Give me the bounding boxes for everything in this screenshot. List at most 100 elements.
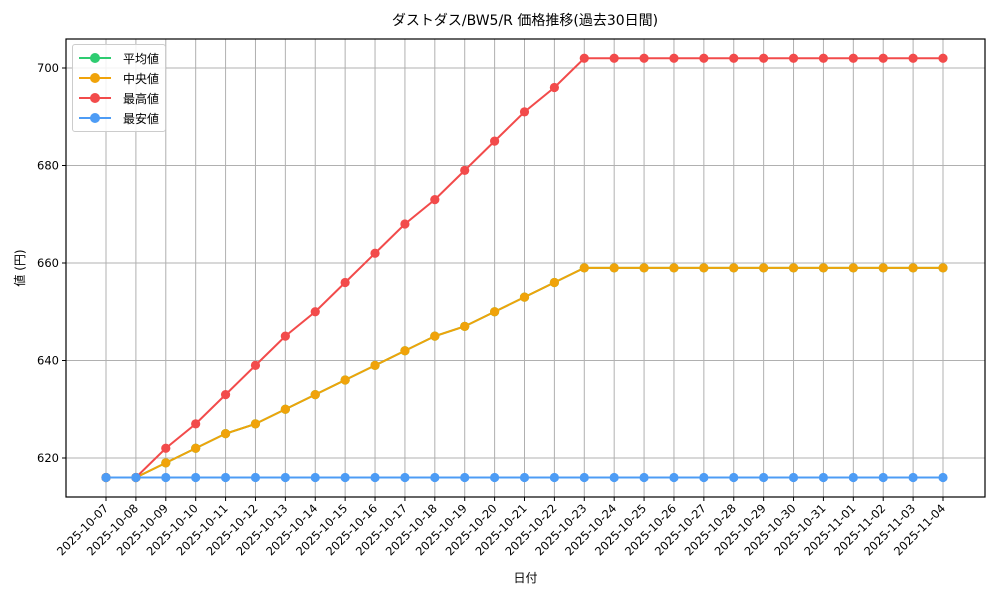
- y-tick-label: 640: [37, 354, 59, 368]
- data-point: [460, 472, 470, 483]
- data-point: [699, 263, 709, 273]
- data-point: [519, 472, 530, 483]
- data-point: [878, 53, 888, 63]
- data-point: [161, 443, 171, 453]
- data-point: [490, 136, 500, 146]
- data-point: [370, 248, 380, 258]
- y-tick-label: 660: [37, 256, 59, 270]
- legend-marker-icon: [79, 113, 111, 123]
- data-point: [460, 165, 470, 175]
- data-point: [191, 472, 201, 483]
- data-point: [639, 263, 649, 273]
- series-line: [101, 472, 948, 483]
- plot-frame: [65, 38, 986, 498]
- data-point: [908, 263, 918, 273]
- data-point: [400, 346, 410, 356]
- data-point: [759, 263, 769, 273]
- data-point: [729, 472, 739, 483]
- data-point: [848, 472, 858, 483]
- data-point: [519, 292, 530, 302]
- data-point: [549, 472, 559, 483]
- data-point: [818, 263, 829, 273]
- data-point: [250, 360, 261, 370]
- data-point: [340, 375, 350, 385]
- series-line: [101, 263, 948, 483]
- data-point: [161, 458, 171, 468]
- legend-item: 平均値: [79, 48, 159, 68]
- data-point: [639, 472, 649, 483]
- data-point: [220, 472, 231, 483]
- data-point: [729, 53, 739, 63]
- y-tick-label: 700: [37, 61, 59, 75]
- data-point: [908, 53, 918, 63]
- data-point: [430, 472, 440, 483]
- data-point: [938, 263, 948, 273]
- data-point: [878, 263, 888, 273]
- data-point: [430, 331, 440, 341]
- data-point: [669, 263, 679, 273]
- data-point: [938, 53, 948, 63]
- data-point: [220, 390, 231, 400]
- legend-label: 平均値: [123, 51, 160, 66]
- data-point: [370, 472, 380, 483]
- y-tick-label: 620: [37, 451, 59, 465]
- data-point: [490, 472, 500, 483]
- data-point: [191, 443, 201, 453]
- legend-label: 中央値: [123, 71, 160, 86]
- data-point: [848, 53, 858, 63]
- data-point: [340, 472, 350, 483]
- legend-marker-icon: [79, 93, 111, 103]
- legend-label: 最安値: [123, 111, 160, 126]
- data-point: [609, 472, 619, 483]
- data-point: [310, 390, 320, 400]
- legend-item: 中央値: [79, 68, 159, 88]
- data-point: [549, 277, 559, 288]
- legend-marker-icon: [79, 53, 111, 63]
- legend-label: 最高値: [123, 91, 160, 106]
- data-point: [280, 472, 290, 483]
- chart-title: ダストダス/BW5/R 価格推移(過去30日間): [391, 13, 659, 29]
- data-point: [788, 53, 799, 63]
- data-point: [788, 472, 799, 483]
- data-point: [400, 219, 410, 229]
- data-point: [579, 472, 589, 483]
- data-point: [310, 307, 320, 317]
- data-point: [908, 472, 918, 483]
- data-point: [938, 472, 948, 483]
- data-point: [609, 263, 619, 273]
- data-point: [759, 53, 769, 63]
- data-point: [669, 472, 679, 483]
- data-point: [519, 107, 530, 117]
- x-axis-label: 日付: [513, 571, 537, 585]
- data-point: [729, 263, 739, 273]
- data-point: [310, 472, 320, 483]
- legend: 平均値中央値最高値最安値: [72, 44, 167, 132]
- data-point: [818, 472, 829, 483]
- y-axis-label: 値 (円): [12, 249, 27, 286]
- data-point: [430, 195, 440, 205]
- legend-item: 最高値: [79, 88, 159, 108]
- data-point: [759, 472, 769, 483]
- data-point: [250, 472, 261, 483]
- legend-marker-icon: [79, 73, 111, 83]
- data-point: [818, 53, 829, 63]
- data-point: [669, 53, 679, 63]
- data-point: [340, 277, 350, 288]
- data-point: [191, 419, 201, 429]
- data-point: [549, 82, 559, 93]
- grid: [66, 39, 985, 497]
- data-point: [131, 472, 141, 483]
- data-point: [161, 472, 171, 483]
- data-point: [400, 472, 410, 483]
- data-point: [280, 404, 290, 414]
- data-point: [101, 472, 111, 483]
- data-point: [280, 331, 290, 341]
- data-point: [699, 472, 709, 483]
- data-point: [250, 419, 261, 429]
- data-point: [490, 307, 500, 317]
- data-point: [579, 53, 589, 63]
- data-point: [639, 53, 649, 63]
- data-point: [788, 263, 799, 273]
- data-point: [220, 429, 231, 439]
